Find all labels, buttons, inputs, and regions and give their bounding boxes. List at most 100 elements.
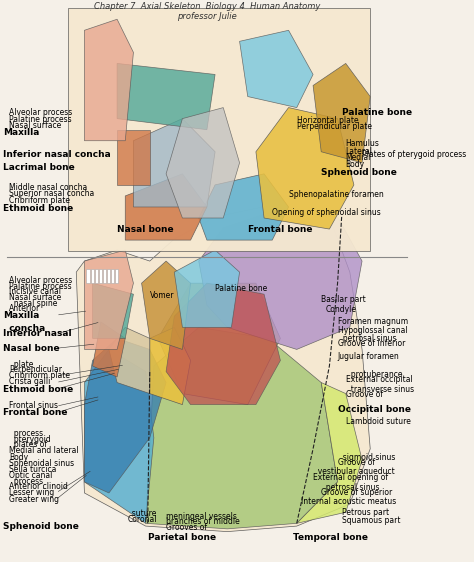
Text: Groove of superior: Groove of superior [321, 488, 392, 497]
Polygon shape [313, 64, 370, 163]
Polygon shape [117, 64, 215, 130]
Bar [111, 269, 114, 283]
Polygon shape [125, 174, 207, 240]
Polygon shape [133, 119, 215, 207]
Text: Body: Body [346, 160, 365, 169]
Text: protuberance: protuberance [346, 370, 402, 379]
Text: Frontal bone: Frontal bone [248, 225, 312, 234]
Text: plates of: plates of [9, 441, 47, 450]
Bar [103, 269, 106, 283]
Text: Nasal surface: Nasal surface [9, 293, 61, 302]
Polygon shape [166, 107, 239, 218]
Polygon shape [76, 206, 370, 532]
Text: Anterior clinoid: Anterior clinoid [9, 482, 68, 491]
Text: Ethmoid bone: Ethmoid bone [3, 203, 73, 212]
Polygon shape [84, 338, 166, 493]
Text: Palatine process: Palatine process [9, 115, 72, 124]
Text: Superior nasal concha: Superior nasal concha [9, 189, 94, 198]
Bar [91, 269, 94, 283]
Text: Condyle: Condyle [325, 305, 356, 314]
Text: suture: suture [128, 509, 157, 519]
Text: vestibular aqueduct: vestibular aqueduct [313, 468, 395, 477]
Text: Hypoglossal canal: Hypoglossal canal [337, 325, 407, 334]
Text: Occipital bone: Occipital bone [337, 405, 410, 414]
Polygon shape [68, 8, 370, 251]
Polygon shape [142, 261, 191, 350]
Text: Lacrimal bone: Lacrimal bone [3, 163, 74, 172]
Polygon shape [239, 30, 313, 107]
Text: Inferior nasal: Inferior nasal [3, 329, 72, 338]
Text: Palatine bone: Palatine bone [342, 107, 412, 116]
Text: Nasal surface: Nasal surface [9, 121, 61, 130]
Text: Middle nasal concha: Middle nasal concha [9, 183, 87, 192]
Text: Anterior: Anterior [9, 303, 40, 312]
Text: Frontal bone: Frontal bone [3, 409, 67, 418]
Text: Lesser wing: Lesser wing [9, 488, 54, 497]
Text: plate: plate [9, 360, 33, 369]
Text: Lambdoid suture: Lambdoid suture [346, 416, 410, 425]
Text: Greater wing: Greater wing [9, 495, 59, 504]
Polygon shape [117, 130, 150, 185]
Text: nasal spine: nasal spine [9, 298, 57, 307]
Text: External opening of: External opening of [313, 473, 388, 482]
Polygon shape [199, 211, 362, 350]
Bar [99, 269, 102, 283]
Text: Opening of sphenoidal sinus: Opening of sphenoidal sinus [272, 208, 381, 217]
Text: Horizontal plate: Horizontal plate [297, 116, 358, 125]
Polygon shape [174, 250, 239, 327]
Text: Vomer: Vomer [150, 291, 174, 300]
Text: Squamous part: Squamous part [342, 516, 400, 525]
Bar [115, 269, 118, 283]
Text: Maxilla: Maxilla [3, 128, 39, 137]
Bar [95, 269, 98, 283]
Text: Maxilla: Maxilla [3, 311, 39, 320]
Text: Sella turcica: Sella turcica [9, 465, 56, 474]
Text: Hamulus: Hamulus [346, 139, 380, 148]
Polygon shape [109, 327, 150, 393]
Polygon shape [84, 19, 133, 140]
Text: Medial: Medial [346, 153, 371, 162]
Text: Petrous part: Petrous part [342, 508, 389, 517]
Polygon shape [256, 107, 354, 229]
Text: Internal acoustic meatus: Internal acoustic meatus [301, 497, 396, 506]
Text: Perpendicular plate: Perpendicular plate [297, 123, 372, 132]
Polygon shape [84, 350, 154, 523]
Text: Ethmoid bone: Ethmoid bone [3, 384, 73, 393]
Text: Alveolar process: Alveolar process [9, 108, 72, 117]
Text: Sphenoid bone: Sphenoid bone [321, 168, 397, 177]
Polygon shape [84, 250, 133, 350]
Text: Optic canal: Optic canal [9, 471, 52, 480]
Text: Nasal bone: Nasal bone [3, 344, 59, 353]
Polygon shape [158, 283, 281, 405]
Text: Sphenoidal sinus: Sphenoidal sinus [9, 459, 74, 468]
Text: Inferior nasal concha: Inferior nasal concha [3, 150, 110, 159]
Text: concha: concha [3, 324, 45, 333]
Text: Coronal: Coronal [128, 515, 157, 524]
Text: Groove of: Groove of [346, 390, 383, 399]
Polygon shape [199, 174, 289, 240]
Text: Plates of pterygoid process: Plates of pterygoid process [362, 150, 466, 159]
Text: Cribriform plate: Cribriform plate [9, 196, 70, 205]
Text: Sphenopalatine foramen: Sphenopalatine foramen [289, 191, 383, 200]
Text: Chapter 7  Axial Skeleton  Biology 4  Human Anatomy
professor Julie: Chapter 7 Axial Skeleton Biology 4 Human… [94, 2, 320, 21]
Text: Alveolar process: Alveolar process [9, 277, 72, 285]
Polygon shape [146, 327, 337, 529]
Text: Medial and lateral: Medial and lateral [9, 446, 79, 455]
Bar [107, 269, 110, 283]
Text: process: process [9, 429, 43, 438]
Bar [86, 269, 90, 283]
Text: Parietal bone: Parietal bone [148, 533, 217, 542]
Text: Palatine bone: Palatine bone [215, 284, 267, 293]
Text: Sphenoid bone: Sphenoid bone [3, 522, 79, 531]
Text: Body: Body [9, 452, 28, 461]
Text: Nasal bone: Nasal bone [117, 225, 173, 234]
Polygon shape [150, 327, 191, 405]
Polygon shape [166, 283, 281, 405]
Text: Temporal bone: Temporal bone [292, 533, 368, 542]
Text: Groove of inferior: Groove of inferior [337, 339, 405, 348]
Polygon shape [92, 283, 133, 338]
Text: branches of middle: branches of middle [166, 517, 240, 526]
Text: Basilar part: Basilar part [321, 295, 366, 304]
Text: meningeal vessels: meningeal vessels [166, 511, 237, 520]
Text: process: process [9, 477, 43, 486]
